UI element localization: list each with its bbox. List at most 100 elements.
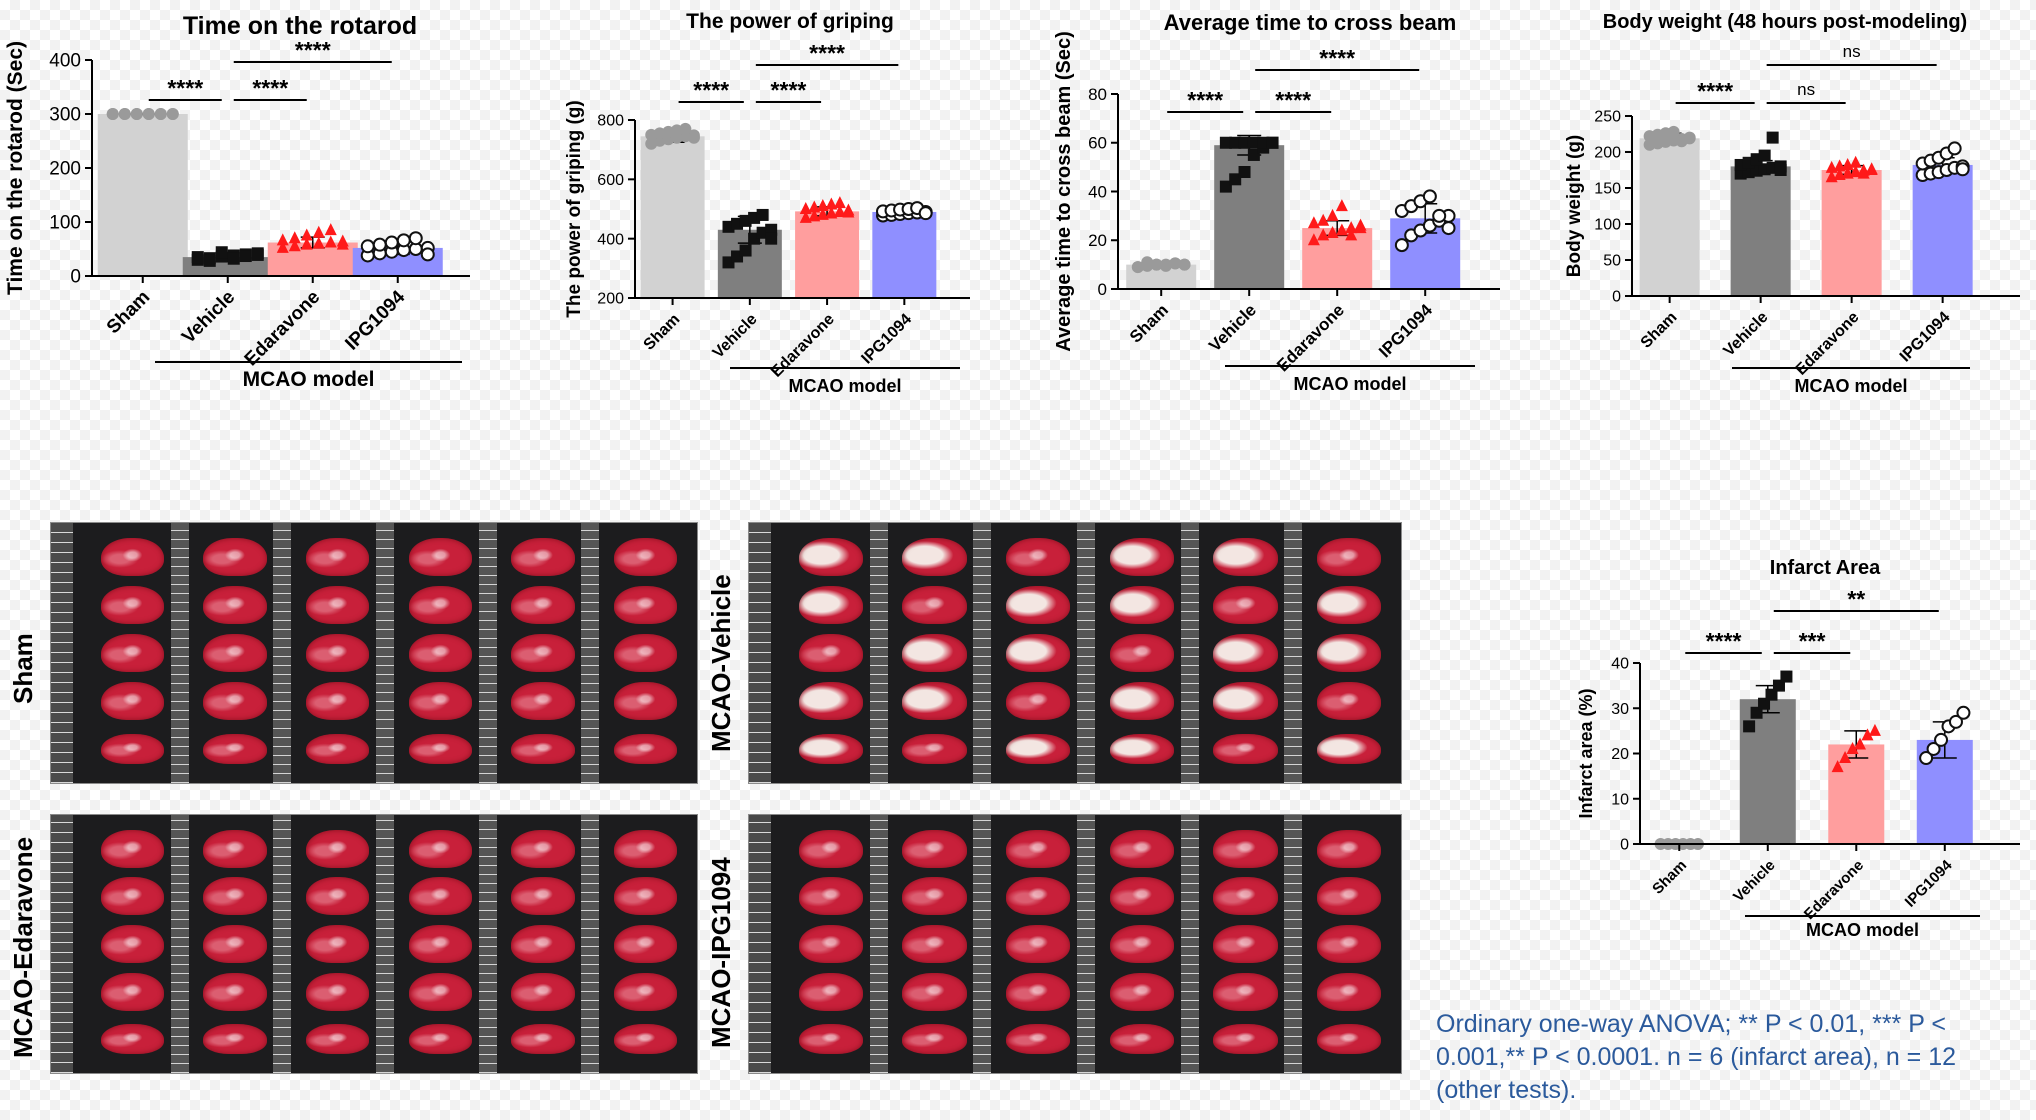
data-point bbox=[215, 246, 228, 259]
brain-slice bbox=[1109, 586, 1174, 624]
statistics-footnote: Ordinary one-way ANOVA; ** P < 0.01, ***… bbox=[1436, 1010, 1957, 1104]
y-tick-label: 800 bbox=[597, 113, 624, 130]
data-point bbox=[276, 240, 289, 253]
x-tick-label: Sham bbox=[641, 311, 684, 354]
data-point bbox=[300, 228, 313, 241]
brain-slice bbox=[1213, 877, 1278, 916]
data-point bbox=[739, 244, 752, 257]
brain-slice bbox=[902, 972, 967, 1011]
brain-slice bbox=[613, 682, 678, 720]
brain-slice bbox=[798, 634, 863, 672]
data-point bbox=[312, 236, 325, 249]
data-point bbox=[1238, 136, 1251, 149]
ruler-strip bbox=[1180, 815, 1199, 1073]
brain-slice bbox=[511, 682, 575, 720]
data-point bbox=[1432, 208, 1447, 223]
data-point bbox=[276, 233, 289, 246]
ruler-strip bbox=[376, 523, 394, 783]
brain-slice bbox=[902, 925, 967, 963]
data-point bbox=[833, 204, 846, 217]
x-tick-label: Vehicle bbox=[1730, 857, 1779, 906]
brain-slice bbox=[1109, 634, 1174, 672]
significance-label: **** bbox=[693, 77, 729, 103]
group-label: MCAO model bbox=[1293, 374, 1406, 394]
bar-edaravone bbox=[1821, 170, 1882, 296]
bar-edaravone bbox=[795, 211, 860, 298]
data-point bbox=[1335, 199, 1348, 212]
data-point bbox=[1774, 164, 1787, 176]
data-point bbox=[166, 108, 179, 120]
brain-slice bbox=[305, 634, 370, 672]
brain-slice bbox=[100, 682, 165, 720]
data-point bbox=[1934, 732, 1949, 747]
y-tick-label: 300 bbox=[49, 105, 81, 126]
ruler-strip bbox=[973, 523, 992, 783]
significance-label: **** bbox=[1706, 628, 1742, 654]
data-point bbox=[808, 200, 821, 213]
brain-slice bbox=[408, 682, 473, 720]
bar-edaravone bbox=[1828, 744, 1885, 844]
photo-mcao-vehicle bbox=[748, 522, 1402, 784]
y-tick-label: 40 bbox=[1088, 182, 1107, 201]
data-point bbox=[1150, 258, 1163, 271]
brain-slice bbox=[613, 829, 678, 868]
brain-slice bbox=[203, 538, 267, 576]
brain-slice bbox=[1006, 972, 1071, 1011]
brain-slice bbox=[408, 877, 473, 916]
x-tick-label: Vehicle bbox=[178, 287, 239, 348]
x-tick-label: Edaravone bbox=[1273, 300, 1348, 375]
brain-slice bbox=[305, 682, 370, 720]
brain-slice bbox=[100, 925, 165, 963]
data-point bbox=[1345, 221, 1358, 234]
brain-slice bbox=[902, 877, 967, 916]
data-point bbox=[825, 197, 838, 210]
brain-slice bbox=[1317, 829, 1382, 868]
brain-slice bbox=[100, 972, 165, 1011]
bar-sham bbox=[1639, 138, 1700, 296]
brain-slice bbox=[100, 586, 165, 624]
y-tick-label: 0 bbox=[1612, 289, 1621, 306]
group-label: MCAO model bbox=[788, 376, 901, 396]
brain-slice bbox=[408, 538, 473, 576]
data-point bbox=[918, 206, 933, 221]
data-point bbox=[1247, 136, 1260, 149]
scale-ruler bbox=[749, 523, 771, 783]
brain-slice bbox=[798, 925, 863, 963]
data-point bbox=[1956, 705, 1971, 720]
brain-slice bbox=[1317, 1024, 1382, 1055]
brain-slice bbox=[203, 634, 267, 672]
data-point bbox=[1683, 132, 1696, 145]
data-point bbox=[1178, 258, 1191, 271]
brain-slice bbox=[798, 972, 863, 1011]
x-tick-label: Sham bbox=[1638, 309, 1681, 352]
y-tick-label: 20 bbox=[1088, 231, 1107, 250]
y-tick-label: 400 bbox=[597, 231, 624, 248]
brain-slice bbox=[408, 925, 473, 963]
y-tick-label: 80 bbox=[1088, 85, 1107, 104]
brain-slice bbox=[902, 538, 967, 576]
chart-griping: The power of griping 200 400 600 800 The powe… bbox=[540, 0, 990, 510]
ruler-strip bbox=[581, 815, 600, 1073]
scale-ruler bbox=[51, 815, 73, 1073]
group-label: MCAO model bbox=[1806, 920, 1919, 940]
brain-slice bbox=[100, 877, 165, 916]
y-tick-label: 100 bbox=[1594, 217, 1621, 234]
brain-slice bbox=[798, 538, 863, 576]
chart-group: Infarct Area 0 10 20 30 40 Infarct area (%) Sha… bbox=[1576, 557, 2020, 940]
data-point bbox=[1317, 213, 1330, 226]
brain-slice bbox=[1213, 734, 1278, 764]
brain-slice bbox=[203, 586, 267, 624]
y-axis-label: The power of griping (g) bbox=[564, 100, 585, 317]
data-point bbox=[142, 108, 155, 120]
data-point bbox=[251, 248, 264, 261]
data-point bbox=[288, 231, 301, 244]
data-point bbox=[1326, 225, 1339, 238]
ruler-strip bbox=[1077, 523, 1095, 783]
brain-slice bbox=[1317, 538, 1382, 576]
photo-label-mcao-ipg1094: MCAO-IPG1094 bbox=[706, 857, 736, 1048]
chart-group: Body weight (48 hours post-modeling) 0 50 1… bbox=[1564, 11, 2020, 396]
data-point bbox=[1257, 136, 1270, 149]
data-point bbox=[1861, 728, 1874, 741]
chart-rotarod: Time on the rotarod 0 100 200 300 400 Time on … bbox=[0, 0, 500, 500]
data-point bbox=[1948, 714, 1963, 729]
